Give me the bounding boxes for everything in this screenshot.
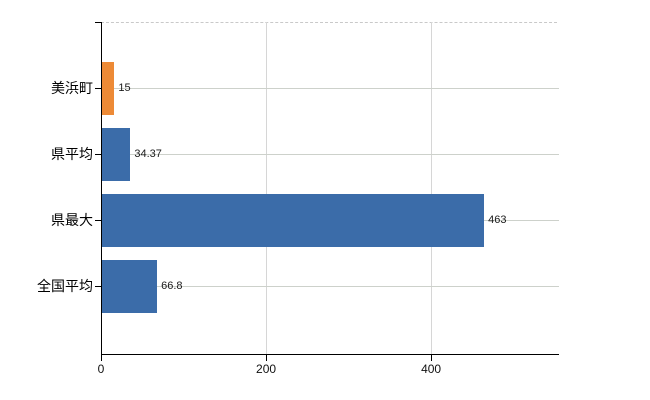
value-label: 66.8 [161,280,183,292]
bar [102,259,158,313]
horizontal-gridline [101,88,559,89]
y-axis-tick [95,88,101,90]
category-label: 美浜町 [51,80,93,96]
y-axis-line [101,22,103,354]
vertical-gridline [266,22,268,354]
category-label: 県最大 [51,212,93,228]
value-label: 463 [488,214,507,226]
category-label: 県平均 [51,146,93,162]
x-axis-tick [266,355,268,361]
value-label: 15 [118,82,131,94]
value-label: 34.37 [134,148,162,160]
bar [102,127,131,181]
plot-top-border [101,22,557,23]
x-axis-line [101,354,559,356]
bar [102,61,115,115]
y-axis-tick [95,220,101,222]
category-label: 全国平均 [37,278,93,294]
x-tick-label: 200 [256,362,277,376]
y-axis-tick [95,154,101,156]
y-axis-tick [95,286,101,288]
horizontal-gridline [101,154,559,155]
x-tick-label: 400 [421,362,442,376]
x-axis-tick [431,355,433,361]
horizontal-gridline [101,286,559,287]
x-tick-label: 0 [97,362,105,376]
vertical-gridline [431,22,433,354]
x-axis-tick [101,355,103,361]
y-axis-end-tick [95,22,101,24]
bar [102,193,485,247]
